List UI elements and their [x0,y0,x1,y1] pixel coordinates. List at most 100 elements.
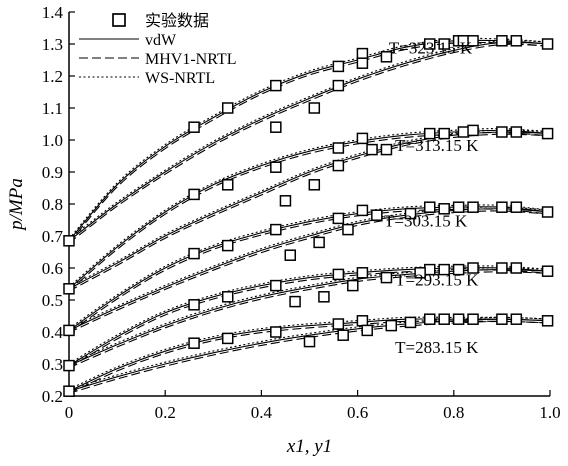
experimental-point [452,201,465,213]
experimental-point [424,201,436,213]
experimental-point [356,204,369,217]
experimental-point [467,124,479,137]
experimental-point [270,121,282,133]
curve-bubble-vdw [68,41,551,242]
y-tick-label: 0.3 [42,355,63,374]
experimental-point [404,207,417,220]
experimental-point [188,337,200,349]
experimental-point [496,313,508,325]
experimental-point [308,179,321,191]
experimental-point [332,79,345,92]
x-tick-label: 1.0 [539,403,560,422]
experimental-point [438,38,450,50]
y-axis-title: p/MPa [6,178,27,232]
experimental-point [496,201,508,213]
curve-dew-ws-nrtl [68,128,551,288]
curve-dew-mhv1-nrtl [68,208,551,334]
experimental-point [356,132,369,145]
y-tick-label: 1.4 [42,3,64,22]
experimental-point [308,102,321,114]
experimental-point [541,265,554,277]
experimental-point [385,319,398,332]
experimental-point [332,318,345,330]
experimental-point [221,102,234,114]
experimental-point [270,279,282,292]
curve-bubble-mhv1-nrtl [68,320,551,394]
isotherm-label: T=313.15 K [395,136,479,155]
curve-bubble-mhv1-nrtl [68,271,551,369]
isotherm-label: T=283.15 K [395,338,479,357]
experimental-point [279,195,292,207]
y-tick-label: 0.2 [42,387,63,406]
experimental-point [221,179,234,191]
experimental-point [356,315,369,327]
experimental-point [438,127,450,140]
experimental-point [303,335,316,348]
experimental-point [541,38,554,50]
x-tick-label: 0 [65,403,74,422]
y-tick-label: 0.7 [42,227,64,246]
experimental-point [332,268,345,281]
legend-marker-experimental [112,13,126,27]
experimental-point [380,51,393,63]
experimental-point [332,159,345,172]
experimental-point [188,188,200,201]
experimental-point [541,206,554,218]
legend-label: MHV1-NRTL [145,51,236,68]
experimental-point [221,332,234,345]
experimental-point [63,385,75,397]
experimental-point [63,235,75,247]
experimental-point [361,324,373,337]
y-tick-label: 0.5 [42,291,63,310]
experimental-point [63,359,75,372]
x-axis-title: x1, y1 [286,436,332,457]
experimental-point [337,329,349,341]
experimental-point [496,126,508,138]
experimental-point [438,263,450,276]
legend-label: 实验数据 [145,12,209,30]
y-tick-label: 1.0 [42,131,63,150]
x-tick-label: 0.8 [443,403,464,422]
y-tick-label: 0.9 [42,163,63,182]
legend-label: vdW [145,32,177,49]
experimental-point [510,313,523,325]
experimental-point [188,247,200,260]
experimental-point [510,262,523,274]
experimental-point [424,127,436,140]
x-tick-label: 0.6 [347,403,368,422]
isotherm-label: T=293.15 K [395,271,479,290]
legend-label: WS-NRTL [145,70,215,87]
experimental-point [332,142,345,154]
experimental-point [510,126,523,138]
experimental-point [452,263,465,276]
experimental-point [284,249,297,261]
x-tick-label: 0.2 [155,403,176,422]
experimental-point [424,313,436,325]
x-tick-label: 0.4 [251,403,273,422]
experimental-point [366,143,378,156]
experimental-point [541,127,554,140]
y-tick-label: 0.6 [42,259,63,278]
experimental-point [438,313,450,325]
experimental-point [347,279,359,292]
experimental-point [270,161,282,173]
experimental-point [270,79,282,92]
experimental-point [332,60,345,73]
y-tick-label: 0.4 [42,323,64,342]
experimental-point [270,326,282,338]
experimental-point [452,313,465,325]
experimental-point [188,121,200,133]
experimental-point [380,143,393,156]
experimental-point [467,35,479,47]
experimental-point [332,212,345,225]
experimental-point [496,262,508,274]
y-tick-label: 1.2 [42,67,63,86]
experimental-point [467,313,479,325]
experimental-point [424,38,436,50]
experimental-point [63,324,75,337]
curve-dew-ws-nrtl [68,204,551,330]
y-tick-label: 0.8 [42,195,63,214]
experimental-point [63,283,75,295]
experimental-point [541,315,554,327]
